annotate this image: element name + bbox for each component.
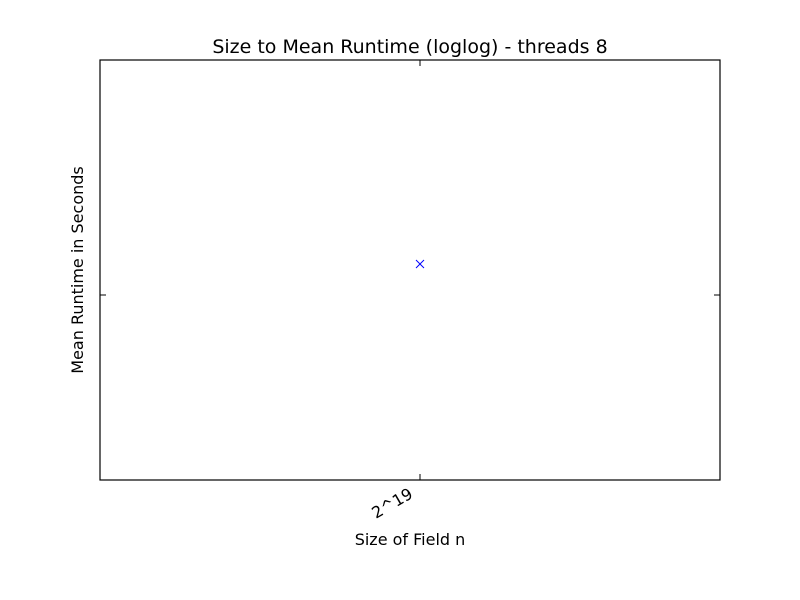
chart-title: Size to Mean Runtime (loglog) - threads …	[212, 36, 607, 58]
plot-area	[99, 59, 721, 481]
data-points	[415, 259, 425, 269]
y-axis-label: Mean Runtime in Seconds	[68, 166, 87, 373]
data-point-marker	[415, 259, 425, 269]
x-axis-label: Size of Field n	[355, 530, 466, 549]
